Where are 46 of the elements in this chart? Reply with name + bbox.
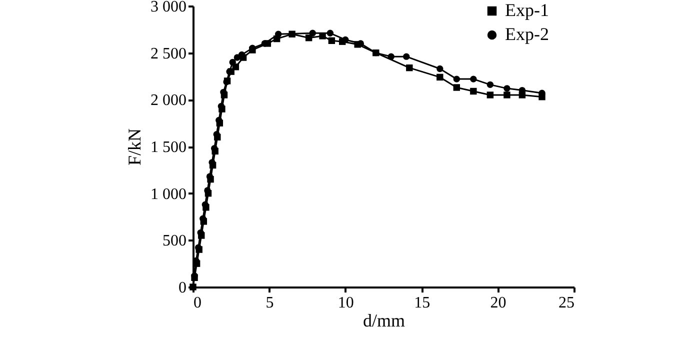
y-axis-title: F/kN	[124, 128, 144, 166]
point	[213, 130, 220, 138]
y-tick-label: 500	[162, 232, 186, 250]
point	[436, 74, 444, 81]
point	[342, 36, 349, 44]
point	[470, 88, 477, 95]
point	[470, 76, 477, 82]
point	[504, 92, 510, 98]
point	[486, 92, 494, 98]
x-axis-title: d/mm	[362, 310, 406, 330]
legend-label: Exp-2	[505, 24, 549, 44]
point	[486, 81, 494, 88]
point	[204, 187, 211, 194]
x-tick-label: 5	[266, 294, 274, 312]
point	[206, 173, 214, 180]
point	[328, 37, 336, 44]
y-tick-label: 3 000	[150, 0, 186, 16]
point	[388, 53, 394, 60]
point	[436, 65, 444, 72]
point	[453, 76, 460, 82]
x-tick-label: 10	[338, 294, 354, 312]
point	[210, 145, 218, 152]
point	[288, 30, 296, 38]
y-tick-label: 1 500	[150, 139, 186, 156]
point	[309, 30, 316, 37]
point	[319, 32, 326, 40]
point	[453, 84, 460, 91]
x-tick-label: 25	[558, 294, 574, 312]
point	[200, 215, 206, 222]
point	[504, 85, 510, 92]
point	[326, 30, 334, 37]
y-tick-label: 2 500	[150, 45, 186, 62]
point	[229, 58, 236, 66]
legend-label: Exp-1	[505, 0, 549, 20]
x-tick-label: 0	[194, 294, 202, 312]
point	[403, 53, 410, 60]
point	[274, 30, 282, 38]
y-tick-label: 1 000	[150, 186, 186, 203]
x-tick-label: 15	[414, 294, 430, 312]
y-tick-label: 0	[178, 280, 186, 296]
point	[357, 40, 364, 47]
point	[406, 64, 413, 72]
x-tick-label: 20	[490, 294, 506, 312]
point	[202, 201, 209, 208]
y-tick-label: 2 000	[150, 92, 186, 110]
point	[218, 102, 225, 110]
